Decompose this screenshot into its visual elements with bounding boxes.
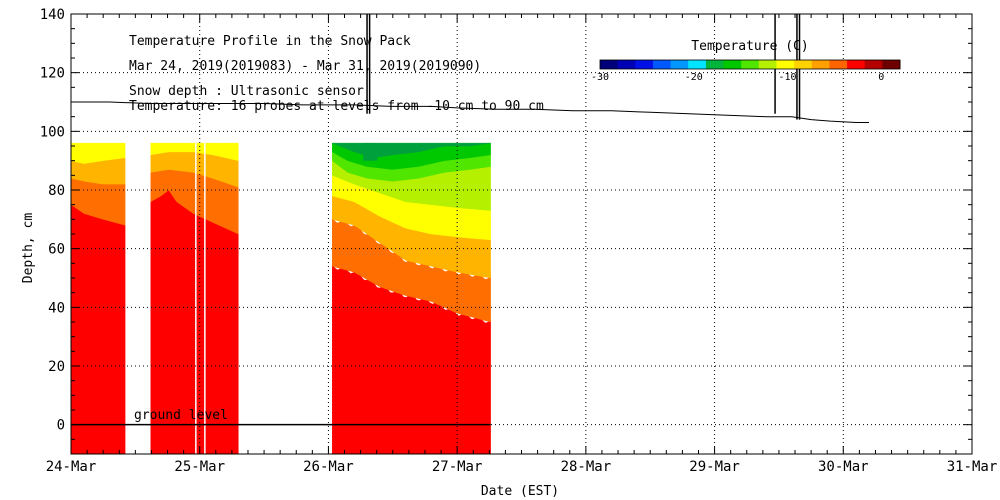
y-tick-label: 60	[48, 242, 65, 258]
x-tick-label: 31-Mar	[947, 459, 998, 475]
colorbar-cell	[670, 60, 689, 69]
y-tick-label: 40	[48, 300, 65, 316]
colorbar-cell	[635, 60, 654, 69]
colorbar-cell	[705, 60, 724, 69]
colorbar-cell	[600, 60, 619, 69]
colorbar-cell	[741, 60, 760, 69]
x-tick-label: 25-Mar	[174, 459, 225, 475]
colorbar-cell	[864, 60, 883, 69]
colorbar-cell	[688, 60, 707, 69]
y-tick-label: 0	[57, 418, 65, 434]
colorbar-cell	[829, 60, 848, 69]
x-tick-label: 30-Mar	[818, 459, 869, 475]
note-snow-depth: Snow depth : Ultrasonic sensor	[129, 84, 364, 99]
axis-ticks: 0 20 40 60 80 100 120 140 24-Mar 25-Mar 26-Mar 27-M…	[40, 7, 998, 475]
temperature-band-seg0-3	[71, 142, 126, 164]
snow-depth-line	[71, 101, 869, 123]
chart-title: Temperature Profile in the Snow Pack	[129, 34, 411, 49]
note-temperature-probes: Temperature: 16 probes at levels from -1…	[129, 99, 544, 114]
colorbar-tick-label: 0	[878, 72, 884, 83]
chart-subtitle: Mar 24, 2019(2019083) - Mar 31, 2019(201…	[129, 59, 481, 74]
colorbar-tick-label: -30	[591, 72, 609, 83]
colorbar-cells	[599, 59, 901, 70]
colorbar-cell	[794, 60, 813, 69]
y-tick-label: 120	[40, 66, 65, 82]
colorbar-cell	[882, 60, 901, 69]
heatmap-layer	[71, 142, 491, 454]
y-tick-label: 100	[40, 124, 65, 140]
x-axis-label: Date (EST)	[481, 484, 559, 499]
x-tick-label: 24-Mar	[46, 459, 97, 475]
temperature-band-seg1-3	[150, 142, 239, 162]
colorbar-title: Temperature (C)	[691, 39, 808, 54]
colorbar-tick-label: -10	[778, 72, 796, 83]
y-tick-label: 80	[48, 183, 65, 199]
colorbar-cell	[617, 60, 636, 69]
y-axis-label: Depth, cm	[21, 213, 36, 284]
colorbar-cell	[811, 60, 830, 69]
colorbar-cell	[652, 60, 671, 69]
ground-level-label: ground level	[134, 408, 228, 423]
x-tick-label: 29-Mar	[689, 459, 740, 475]
colorbar-tick-label: -20	[685, 72, 703, 83]
x-tick-label: 26-Mar	[303, 459, 354, 475]
colorbar-cell	[847, 60, 866, 69]
colorbar-frame	[599, 59, 901, 70]
cold-spot	[363, 143, 378, 161]
colorbar-cell	[758, 60, 777, 69]
y-tick-label: 20	[48, 359, 65, 375]
colorbar-cell	[723, 60, 742, 69]
x-tick-label: 27-Mar	[432, 459, 483, 475]
y-tick-label: 140	[40, 7, 65, 23]
x-tick-label: 28-Mar	[561, 459, 612, 475]
colorbar-ticks: -30 -20 -10 0	[591, 72, 884, 83]
temperature-colorbar: Temperature (C) -30 -20 -10 0	[591, 39, 901, 83]
grid-layer	[71, 14, 972, 454]
temperature-band-seg0-0	[71, 204, 126, 454]
colorbar-cell	[776, 60, 795, 69]
